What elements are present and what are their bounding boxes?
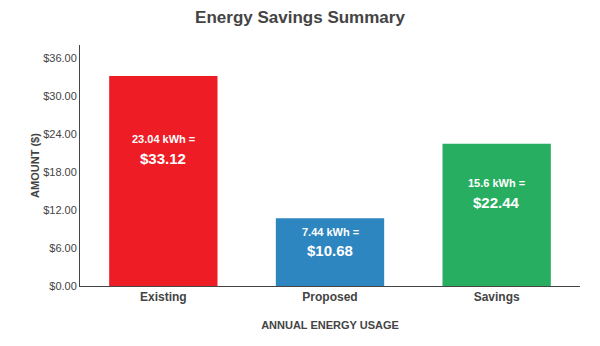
- svg-text:$30.00: $30.00: [43, 90, 77, 102]
- svg-text:$18.00: $18.00: [43, 166, 77, 178]
- svg-text:$6.00: $6.00: [49, 242, 77, 254]
- svg-text:$24.00: $24.00: [43, 128, 77, 140]
- svg-text:AMOUNT ($): AMOUNT ($): [29, 133, 41, 198]
- svg-text:7.44 kWh =: 7.44 kWh =: [302, 226, 359, 238]
- svg-text:Energy Savings Summary: Energy Savings Summary: [195, 8, 405, 27]
- svg-text:$36.00: $36.00: [43, 52, 77, 64]
- svg-text:15.6 kWh =: 15.6 kWh =: [468, 177, 525, 189]
- svg-text:ANNUAL ENERGY USAGE: ANNUAL ENERGY USAGE: [261, 319, 399, 331]
- svg-text:$12.00: $12.00: [43, 204, 77, 216]
- svg-text:$22.44: $22.44: [473, 194, 520, 211]
- svg-text:Savings: Savings: [474, 290, 520, 304]
- svg-text:Proposed: Proposed: [302, 290, 357, 304]
- svg-text:$0.00: $0.00: [49, 280, 77, 292]
- svg-text:$10.68: $10.68: [307, 242, 353, 259]
- svg-text:23.04 kWh =: 23.04 kWh =: [132, 133, 195, 145]
- svg-text:Existing: Existing: [140, 290, 187, 304]
- svg-text:$33.12: $33.12: [140, 150, 186, 167]
